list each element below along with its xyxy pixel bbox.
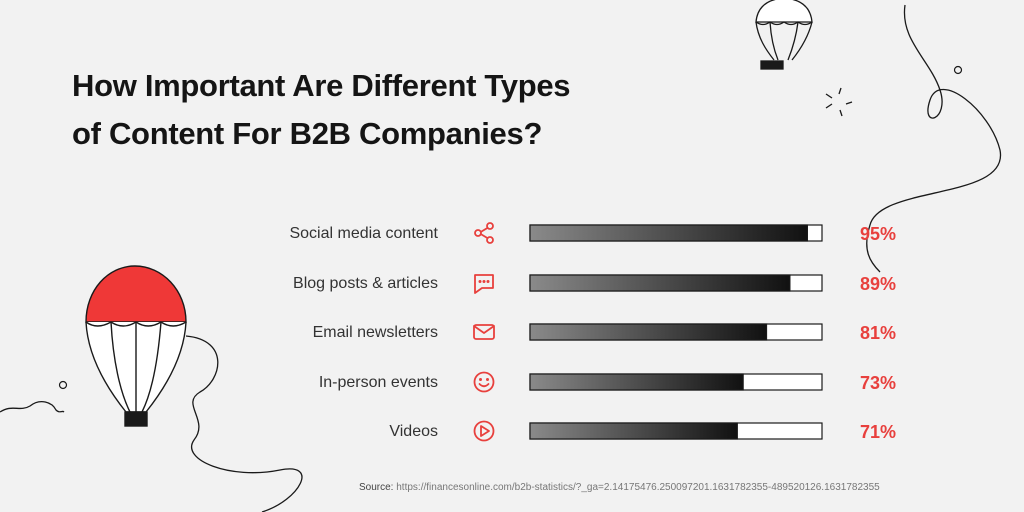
share-icon [474,222,494,244]
value-label: 71% [860,422,896,442]
bar [529,274,791,292]
bar-row: Email newsletters 81% [313,323,896,343]
bar-row: Blog posts & articles 89% [293,274,896,294]
sparkle-decoration [825,87,853,117]
category-label: Blog posts & articles [293,275,438,292]
value-label: 95% [860,224,896,244]
cloud-decoration [0,400,65,413]
chat-bubble-icon [474,274,494,294]
bar [529,323,768,341]
play-icon [473,420,495,442]
bar-row: Social media content 95% [289,222,896,244]
value-label: 73% [860,373,896,393]
value-label: 81% [860,323,896,343]
source-label: Source: [359,482,394,493]
category-label: Email newsletters [313,324,438,341]
swirl-line-decoration [866,4,1001,273]
small-balloon-illustration [755,0,813,70]
value-label: 89% [860,274,896,294]
bar-row: Videos 71% [389,420,896,442]
page-title: How Important Are Different Types of Con… [72,62,692,158]
dot-decoration [58,380,68,390]
category-label: Social media content [289,225,438,242]
source-url: https://financesonline.com/b2b-statistic… [396,482,880,493]
title-line-1: How Important Are Different Types [72,68,571,103]
title-line-2: of Content For B2B Companies? [72,116,543,151]
bar-row: In-person events 73% [319,371,896,393]
bar [529,422,738,440]
category-label: Videos [389,423,438,440]
source-note: Source: https://financesonline.com/b2b-s… [359,482,880,493]
bar [529,373,744,391]
bar [529,224,808,242]
balloon-string-decoration [185,335,303,512]
large-balloon-illustration [85,265,187,427]
ring-decoration [953,65,963,75]
category-label: In-person events [319,374,438,391]
envelope-icon [473,324,495,340]
smiley-icon [473,371,495,393]
